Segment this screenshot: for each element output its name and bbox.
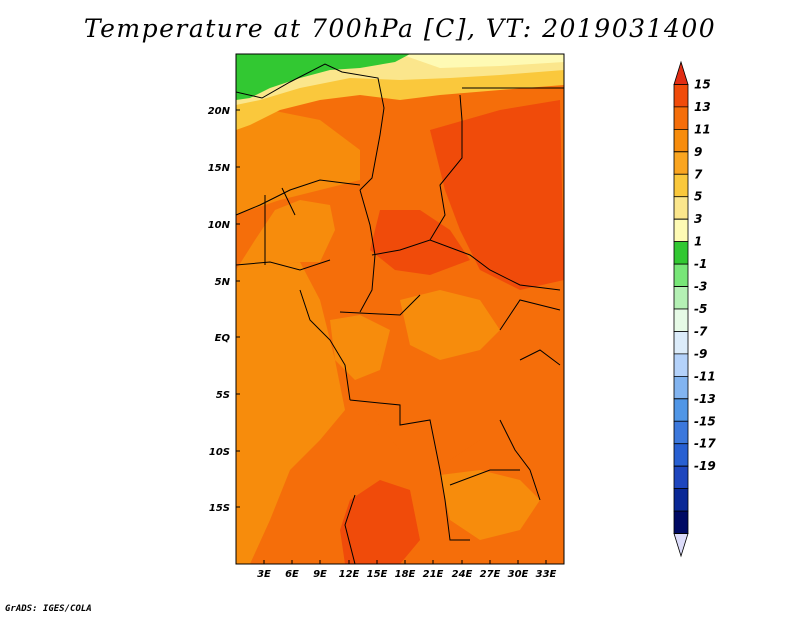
colorbar-bottom-arrow bbox=[673, 533, 689, 558]
colorbar-swatch bbox=[673, 286, 689, 310]
longitude-axis: 3E 6E 9E 12E 15E 18E 21E 24E 27E 30E 33E bbox=[257, 569, 556, 580]
colorbar-top-arrow bbox=[673, 60, 689, 85]
colorbar-label: -13 bbox=[694, 392, 716, 406]
colorbar-swatch bbox=[673, 465, 689, 490]
colorbar-label: -17 bbox=[694, 437, 716, 451]
colorbar-label: 15 bbox=[694, 77, 711, 91]
colorbar-swatch bbox=[673, 128, 689, 153]
lat-label: 10N bbox=[208, 220, 231, 231]
lat-label: 5S bbox=[216, 390, 230, 401]
lat-label: 5N bbox=[215, 277, 231, 288]
latitude-axis: 20N 15N 10N 5N EQ 5S 10S 15S bbox=[208, 106, 231, 514]
colorbar-label: 7 bbox=[694, 167, 703, 181]
lon-label: 12E bbox=[339, 569, 360, 580]
colorbar-label: -19 bbox=[694, 459, 716, 473]
lon-label: 21E bbox=[423, 569, 444, 580]
temperature-field bbox=[236, 54, 564, 564]
colorbar-swatch bbox=[673, 84, 689, 108]
colorbar-swatch bbox=[673, 106, 689, 130]
colorbar-swatch bbox=[673, 420, 689, 445]
colorbar-label: -3 bbox=[694, 280, 707, 294]
map-frame bbox=[235, 53, 565, 565]
colorbar-label: -9 bbox=[694, 347, 707, 361]
map-title: Temperature at 700hPa [C], VT: 201903140… bbox=[83, 14, 717, 43]
colorbar-swatch bbox=[673, 331, 689, 355]
lon-label: 18E bbox=[395, 569, 416, 580]
colorbar-swatch bbox=[673, 151, 689, 175]
colorbar-swatch bbox=[673, 398, 689, 422]
lon-label: 27E bbox=[480, 569, 501, 580]
colorbar-swatch bbox=[673, 353, 689, 377]
colorbar-swatch bbox=[673, 173, 689, 198]
lat-label: 10S bbox=[209, 447, 230, 458]
lat-label: 20N bbox=[208, 106, 231, 117]
lon-label: 15E bbox=[367, 569, 388, 580]
colorbar-labels: 15 13 11 9 7 5 3 1 -1 -3 -5 -7 -9 -11 -13 -15 -17 -19 bbox=[694, 77, 716, 473]
lon-label: 3E bbox=[257, 569, 271, 580]
lat-label: 15S bbox=[209, 503, 230, 514]
country-borders bbox=[235, 63, 564, 565]
colorbar-label: -7 bbox=[694, 324, 708, 338]
lat-label: EQ bbox=[215, 333, 231, 344]
colorbar-label: 11 bbox=[694, 122, 711, 136]
lon-label: 24E bbox=[452, 569, 473, 580]
colorbar-swatch bbox=[673, 443, 689, 467]
colorbar-label: 5 bbox=[694, 190, 702, 204]
colorbar-label: -5 bbox=[694, 302, 707, 316]
colorbar bbox=[673, 60, 689, 558]
colorbar-label: 9 bbox=[694, 145, 702, 159]
colorbar-label: -11 bbox=[694, 369, 716, 383]
credit-text: GrADS: IGES/COLA bbox=[5, 604, 92, 614]
lon-label: 33E bbox=[536, 569, 557, 580]
lon-label: 6E bbox=[285, 569, 299, 580]
colorbar-label: 13 bbox=[694, 100, 711, 114]
colorbar-swatch bbox=[673, 488, 689, 512]
colorbar-swatch bbox=[673, 375, 689, 400]
colorbar-swatch bbox=[673, 196, 689, 220]
colorbar-label: 1 bbox=[694, 235, 702, 249]
colorbar-swatch bbox=[673, 218, 689, 243]
colorbar-label: -1 bbox=[694, 257, 707, 271]
colorbar-swatch bbox=[673, 510, 689, 534]
colorbar-label: 3 bbox=[694, 212, 702, 226]
lon-label: 30E bbox=[508, 569, 529, 580]
colorbar-swatch bbox=[673, 308, 689, 332]
colorbar-label: -15 bbox=[694, 414, 716, 428]
colorbar-swatch bbox=[673, 241, 689, 265]
colorbar-swatch bbox=[673, 263, 689, 287]
lon-label: 9E bbox=[313, 569, 327, 580]
lat-label: 15N bbox=[208, 163, 231, 174]
